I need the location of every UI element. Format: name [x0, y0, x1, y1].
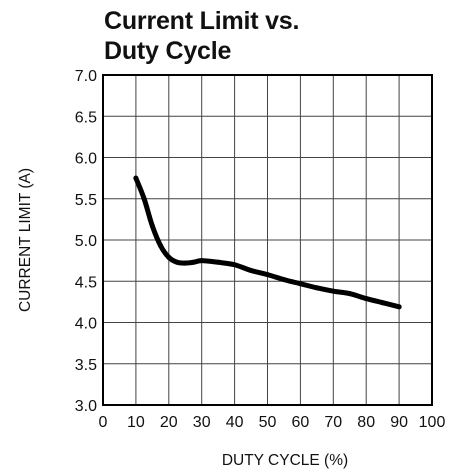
data-point [190, 259, 196, 265]
data-point [396, 304, 402, 310]
data-point [158, 243, 164, 249]
series-points [133, 175, 402, 310]
y-tick-label: 4.5 [75, 274, 97, 291]
data-point [347, 291, 353, 297]
y-tick-label: 3.5 [75, 357, 97, 374]
data-point [297, 281, 303, 287]
data-point [141, 196, 147, 202]
data-point [363, 296, 369, 302]
data-point [232, 262, 238, 268]
data-point [182, 260, 188, 266]
data-point [133, 175, 139, 181]
chart-title-line-1: Current Limit vs. [104, 7, 300, 35]
x-tick-label: 60 [292, 414, 310, 431]
x-tick-label: 20 [160, 414, 178, 431]
x-tick-labels: 0 10 20 30 40 50 60 70 80 90 100 [99, 414, 446, 431]
x-tick-label: 80 [357, 414, 375, 431]
x-tick-label: 50 [259, 414, 277, 431]
y-tick-label: 6.5 [75, 109, 97, 126]
y-tick-label: 5.5 [75, 192, 97, 209]
data-point [330, 288, 336, 294]
data-point [380, 300, 386, 306]
chart-title-line-2: Duty Cycle [104, 37, 232, 65]
x-tick-label: 70 [324, 414, 342, 431]
x-tick-label: 90 [390, 414, 408, 431]
x-tick-label: 30 [193, 414, 211, 431]
grid-lines [103, 75, 432, 405]
data-point [314, 285, 320, 291]
y-tick-label: 3.0 [75, 398, 97, 415]
data-point [281, 277, 287, 283]
y-axis-title: CURRENT LIMIT (A) [17, 168, 34, 312]
x-tick-label: 10 [127, 414, 145, 431]
y-tick-label: 4.0 [75, 316, 97, 333]
data-point [149, 223, 155, 229]
x-tick-label: 100 [419, 414, 446, 431]
chart-title: Current Limit vs. Duty Cycle [104, 6, 299, 66]
y-tick-label: 6.0 [75, 151, 97, 168]
data-point [215, 259, 221, 265]
x-tick-label: 40 [226, 414, 244, 431]
y-tick-labels: 3.0 3.5 4.0 4.5 5.0 5.5 6.0 6.5 7.0 [75, 68, 97, 415]
data-point [199, 258, 205, 264]
plot-frame [102, 74, 433, 406]
data-point [265, 272, 270, 278]
x-axis-title: DUTY CYCLE (%) [222, 452, 348, 469]
x-tick-label: 0 [99, 414, 108, 431]
y-tick-label: 5.0 [75, 233, 97, 250]
y-tick-label: 7.0 [75, 68, 97, 85]
data-point [248, 268, 254, 274]
data-point [166, 254, 172, 260]
data-point [174, 259, 180, 265]
